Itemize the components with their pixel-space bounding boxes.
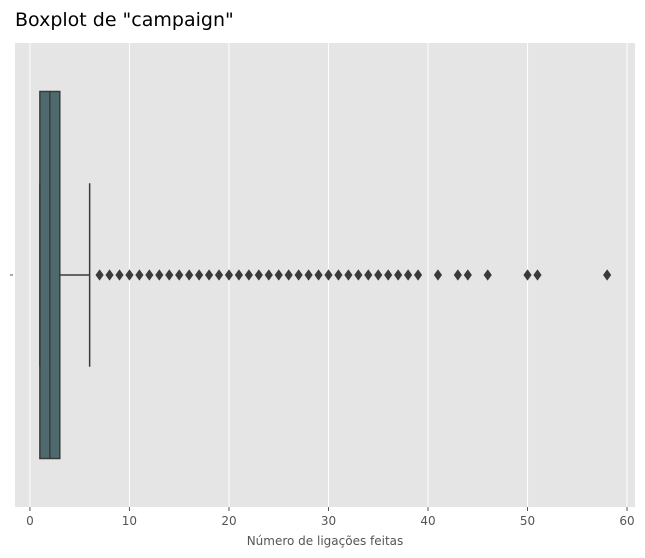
outlier-point [185, 269, 194, 281]
x-tick-label-0: 0 [26, 514, 34, 528]
outlier-point [234, 269, 244, 281]
box [39, 90, 91, 460]
outlier-point [105, 269, 114, 281]
x-tick-label-50: 50 [520, 514, 535, 528]
outlier-point [533, 269, 542, 281]
outlier-point [294, 269, 303, 281]
outlier-point [374, 269, 383, 281]
outlier-point [394, 269, 403, 281]
outlier-point [304, 269, 313, 281]
outlier-point [284, 269, 293, 281]
outlier-point [244, 269, 253, 281]
outlier-point [483, 269, 492, 281]
outlier-point [334, 269, 343, 281]
outlier-point [364, 269, 373, 281]
outlier-point [603, 269, 612, 281]
outlier-point [195, 269, 204, 281]
outlier-point [413, 269, 423, 281]
x-axis-label: Número de ligações feitas [247, 534, 404, 548]
outlier-point [404, 269, 413, 281]
outlier-point [155, 269, 164, 281]
outlier-point [95, 269, 104, 281]
outlier-point [463, 269, 472, 281]
outlier-point [254, 269, 263, 281]
x-tick-label-10: 10 [122, 514, 137, 528]
outlier-point [274, 269, 283, 281]
x-tick-label-20: 20 [221, 514, 236, 528]
outlier-point [175, 269, 184, 281]
outlier-point [135, 269, 144, 281]
outlier-point [145, 269, 154, 281]
chart-title: Boxplot de "campaign" [15, 9, 234, 31]
outlier-point [523, 269, 532, 281]
outlier-point [314, 269, 323, 281]
outlier-point [384, 269, 393, 281]
outlier-point [165, 269, 174, 281]
x-tick-label-60: 60 [619, 514, 634, 528]
outlier-point [264, 269, 273, 281]
outlier-point [125, 269, 134, 281]
outlier-point [354, 269, 363, 281]
outlier-point [115, 269, 124, 281]
outlier-point [224, 269, 234, 281]
x-tick-label-30: 30 [321, 514, 336, 528]
x-tick-label-40: 40 [420, 514, 435, 528]
outlier-point [324, 269, 333, 281]
outlier-point [433, 269, 443, 281]
outlier-point [344, 269, 353, 281]
x-axis: 0 10 20 30 40 50 60 [26, 507, 635, 528]
outlier-point [453, 269, 462, 281]
outlier-point [204, 269, 214, 281]
outlier-points [95, 269, 612, 281]
outlier-point [214, 269, 224, 281]
